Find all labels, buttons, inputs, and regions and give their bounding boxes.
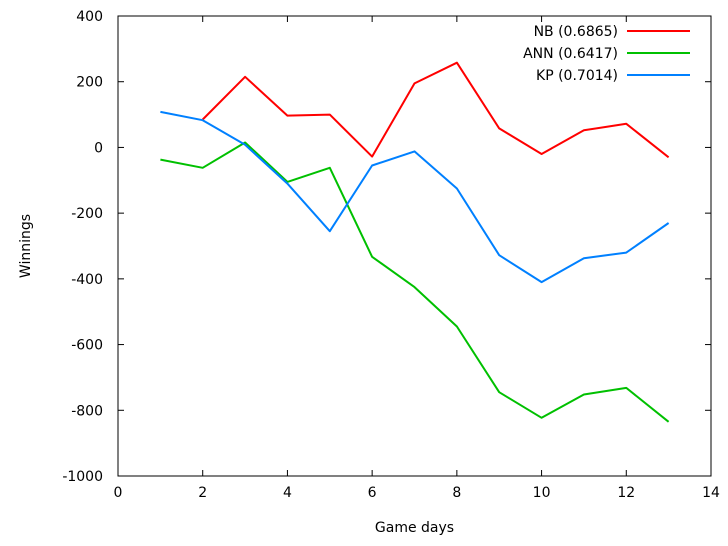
plot-frame (117, 15, 712, 477)
x-tick-label: 12 (617, 485, 635, 501)
y-tick-label: -200 (71, 206, 103, 222)
x-axis-label: Game days (375, 520, 454, 536)
y-tick-label: 200 (76, 75, 103, 91)
series-line-1 (160, 141, 670, 423)
y-tick-label: -800 (71, 403, 103, 419)
y-tick-label: -600 (71, 338, 103, 354)
y-tick-label: -1000 (62, 469, 103, 485)
legend-label: KP (0.7014) (536, 68, 618, 84)
legend-label: ANN (0.6417) (523, 46, 618, 62)
x-tick-label: 0 (114, 485, 123, 501)
x-tick-label: 2 (198, 485, 207, 501)
x-tick-label: 8 (452, 485, 461, 501)
y-axis-label: Winnings (18, 214, 34, 278)
x-tick-label: 10 (533, 485, 551, 501)
series-line-2 (160, 110, 670, 284)
x-tick-label: 6 (368, 485, 377, 501)
y-tick-label: -400 (71, 272, 103, 288)
series-lines (160, 61, 670, 423)
axis-ticks: 0 2 4 6 8 10 12 14 400 200 0 -200 -400 -600 -800 -1000 (62, 9, 720, 501)
x-tick-label: 14 (702, 485, 720, 501)
legend-label: NB (0.6865) (534, 24, 618, 40)
x-tick-label: 4 (283, 485, 292, 501)
series-line-0 (201, 61, 670, 159)
y-tick-label: 400 (76, 9, 103, 25)
y-tick-label: 0 (94, 140, 103, 156)
legend: NB (0.6865) ANN (0.6417) KP (0.7014) (523, 24, 690, 84)
